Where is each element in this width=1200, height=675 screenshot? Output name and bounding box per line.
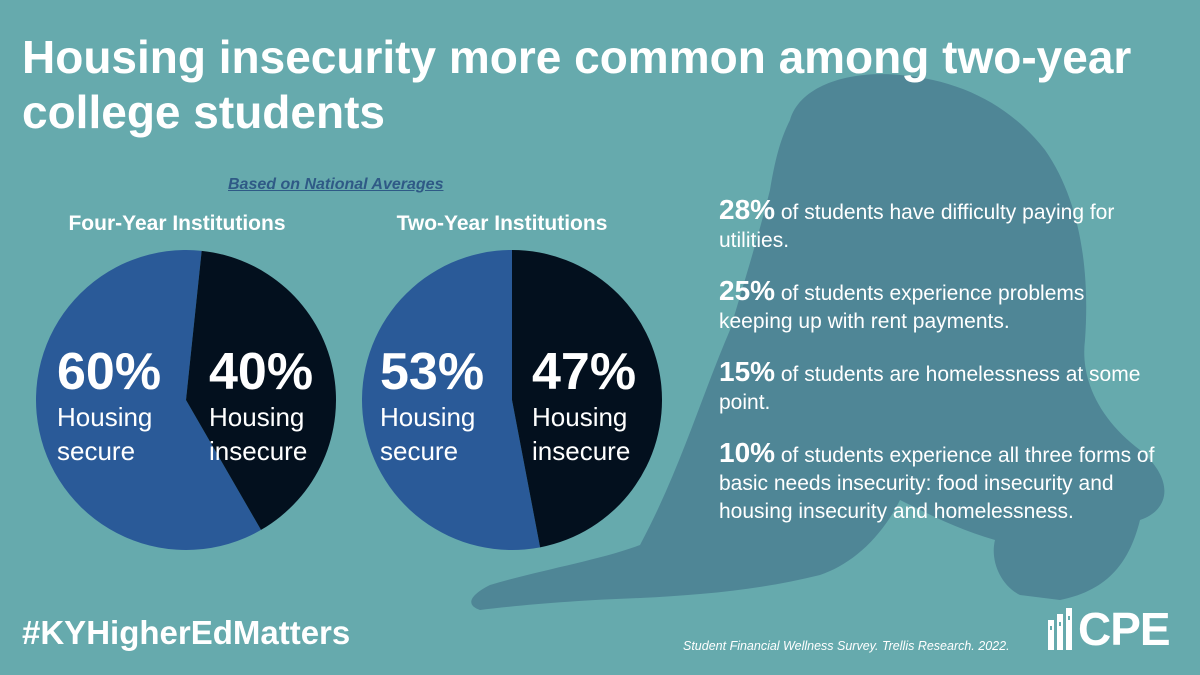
stat-item: 15% of students are homelessness at some… [719, 358, 1159, 417]
stat-text: of students experience all three forms o… [719, 444, 1154, 523]
hashtag: #KYHigherEdMatters [22, 614, 350, 652]
slice-text: Housing insecure [209, 400, 329, 468]
cpe-logo-icon [1046, 606, 1076, 652]
stat-item: 25% of students experience problems keep… [719, 277, 1159, 336]
subtitle: Based on National Averages [228, 176, 443, 194]
slice-percent: 40% [209, 344, 329, 400]
slice-label-four-year-insecure: 40% Housing insecure [209, 344, 329, 468]
stat-item: 10% of students experience all three for… [719, 439, 1159, 526]
source-citation: Student Financial Wellness Survey. Trell… [683, 639, 1010, 653]
slice-label-four-year-secure: 60% Housing secure [57, 344, 177, 468]
cpe-logo-text: CPE [1078, 606, 1170, 652]
slice-percent: 60% [57, 344, 177, 400]
page-title: Housing insecurity more common among two… [22, 30, 1152, 140]
stat-text: of students have difficulty paying for u… [719, 201, 1114, 252]
stat-text: of students are homelessness at some poi… [719, 363, 1140, 414]
stats-list: 28% of students have difficulty paying f… [719, 196, 1159, 548]
cpe-logo: CPE [1046, 606, 1170, 652]
slice-label-two-year-secure: 53% Housing secure [380, 344, 500, 468]
slice-text: Housing secure [380, 400, 500, 468]
pie-title-four-year: Four-Year Institutions [27, 212, 327, 236]
stat-number: 15% [719, 356, 775, 387]
pie-title-two-year: Two-Year Institutions [352, 212, 652, 236]
stat-number: 28% [719, 194, 775, 225]
stat-number: 10% [719, 437, 775, 468]
slice-percent: 47% [532, 344, 652, 400]
stat-item: 28% of students have difficulty paying f… [719, 196, 1159, 255]
stat-number: 25% [719, 275, 775, 306]
slice-text: Housing secure [57, 400, 177, 468]
slice-text: Housing insecure [532, 400, 652, 468]
slice-label-two-year-insecure: 47% Housing insecure [532, 344, 652, 468]
slice-percent: 53% [380, 344, 500, 400]
